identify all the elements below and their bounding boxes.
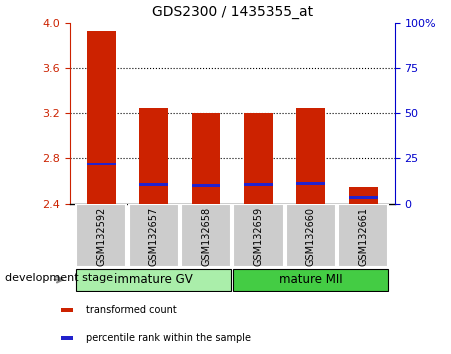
Bar [296, 108, 325, 204]
Text: GSM132661: GSM132661 [358, 207, 368, 266]
Bar [233, 268, 388, 291]
Bar [61, 336, 73, 340]
Text: immature GV: immature GV [115, 273, 193, 286]
Bar [87, 31, 116, 204]
Bar [129, 204, 179, 267]
Text: development stage: development stage [5, 273, 113, 283]
Bar [349, 196, 377, 199]
Bar [233, 204, 284, 267]
Text: GSM132658: GSM132658 [201, 207, 211, 266]
Bar [139, 183, 168, 186]
Bar [192, 184, 221, 187]
Text: mature MII: mature MII [279, 273, 343, 286]
Text: GSM132660: GSM132660 [306, 207, 316, 266]
Bar [76, 268, 231, 291]
Bar [244, 183, 273, 186]
Bar [192, 113, 221, 204]
Bar [76, 204, 126, 267]
Bar [349, 187, 377, 204]
Title: GDS2300 / 1435355_at: GDS2300 / 1435355_at [152, 5, 313, 19]
Text: transformed count: transformed count [86, 304, 177, 315]
Bar [87, 162, 116, 165]
Bar [61, 308, 73, 312]
Text: GSM132592: GSM132592 [97, 207, 106, 266]
Bar [296, 182, 325, 185]
Text: percentile rank within the sample: percentile rank within the sample [86, 333, 251, 343]
Bar [139, 108, 168, 204]
Text: GSM132659: GSM132659 [253, 207, 263, 266]
Bar [244, 113, 273, 204]
Text: GSM132657: GSM132657 [149, 207, 159, 266]
Bar [181, 204, 231, 267]
Bar [338, 204, 388, 267]
Bar [285, 204, 336, 267]
